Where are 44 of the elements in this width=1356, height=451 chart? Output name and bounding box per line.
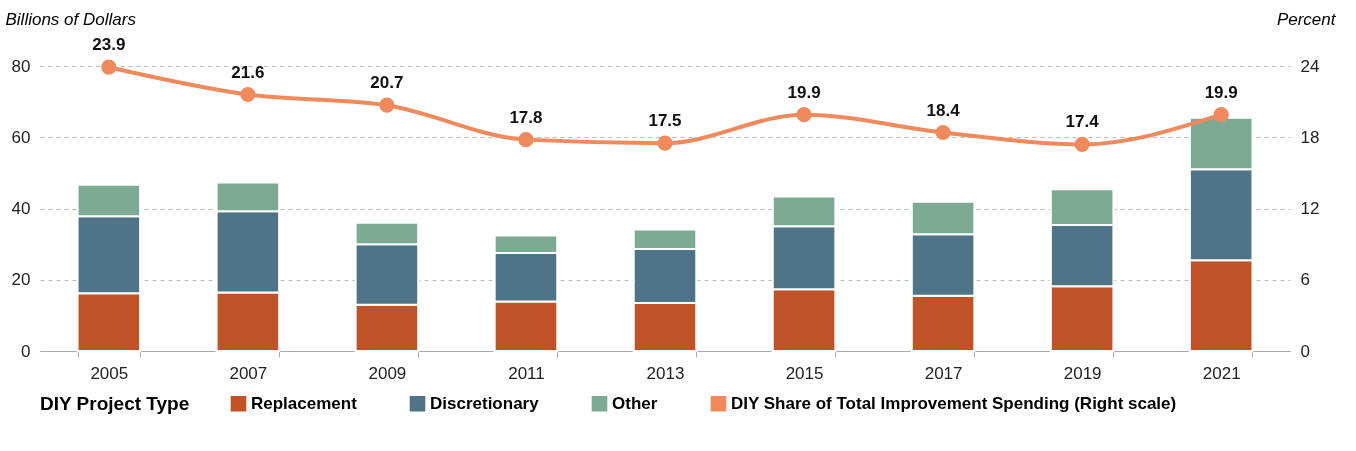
data-label: 20.7 <box>370 73 404 93</box>
point <box>101 59 117 75</box>
y2-tick-label: 0 <box>1300 341 1310 361</box>
x-tick-label: 2007 <box>229 363 268 383</box>
data-label: 19.9 <box>1204 82 1238 102</box>
y-tick-label: 40 <box>11 199 31 218</box>
point <box>1213 107 1229 123</box>
point <box>379 97 395 113</box>
x-tick-label: 2015 <box>785 363 824 383</box>
y-tick-label: 0 <box>21 341 31 361</box>
y2-tick-label: 6 <box>1300 270 1310 290</box>
legend-label: DIY Share of Total Improvement Spending (Right scale) <box>731 393 1177 413</box>
x-tick-label: 2017 <box>924 363 963 383</box>
point <box>935 124 951 141</box>
legend-label: Discretionary <box>430 393 540 413</box>
point <box>657 135 673 151</box>
legend-label: Replacement <box>251 393 358 413</box>
y2-tick-label: 18 <box>1300 127 1320 147</box>
legend-title: DIY Project Type <box>40 393 190 414</box>
data-label: 17.8 <box>509 107 543 127</box>
point <box>240 86 256 103</box>
y2-tick-label: 12 <box>1300 199 1320 218</box>
y-tick-label: 60 <box>11 127 31 147</box>
data-label: 19.9 <box>787 82 821 102</box>
point <box>1074 136 1090 152</box>
y-axis-title: Billions of Dollars <box>5 9 137 29</box>
y-tick-label: 20 <box>11 270 31 290</box>
x-tick-label: 2019 <box>1063 363 1102 383</box>
point <box>796 107 812 123</box>
y2-tick-label: 24 <box>1300 56 1320 76</box>
x-tick-label: 2011 <box>508 363 545 383</box>
data-label: 17.5 <box>648 111 682 131</box>
y2-axis-title: Percent <box>1276 9 1337 29</box>
data-label: 21.6 <box>231 62 265 82</box>
data-label: 17.4 <box>1065 112 1100 132</box>
y-tick-label: 80 <box>11 56 31 76</box>
data-label: 23.9 <box>92 35 126 55</box>
legend-label: Other <box>612 393 658 413</box>
x-tick-label: 2021 <box>1202 363 1241 383</box>
x-tick-label: 2013 <box>646 363 685 383</box>
x-tick-label: 2009 <box>368 363 407 383</box>
x-tick-label: 2005 <box>90 363 129 383</box>
data-label: 18.4 <box>926 100 961 120</box>
point <box>518 132 534 148</box>
